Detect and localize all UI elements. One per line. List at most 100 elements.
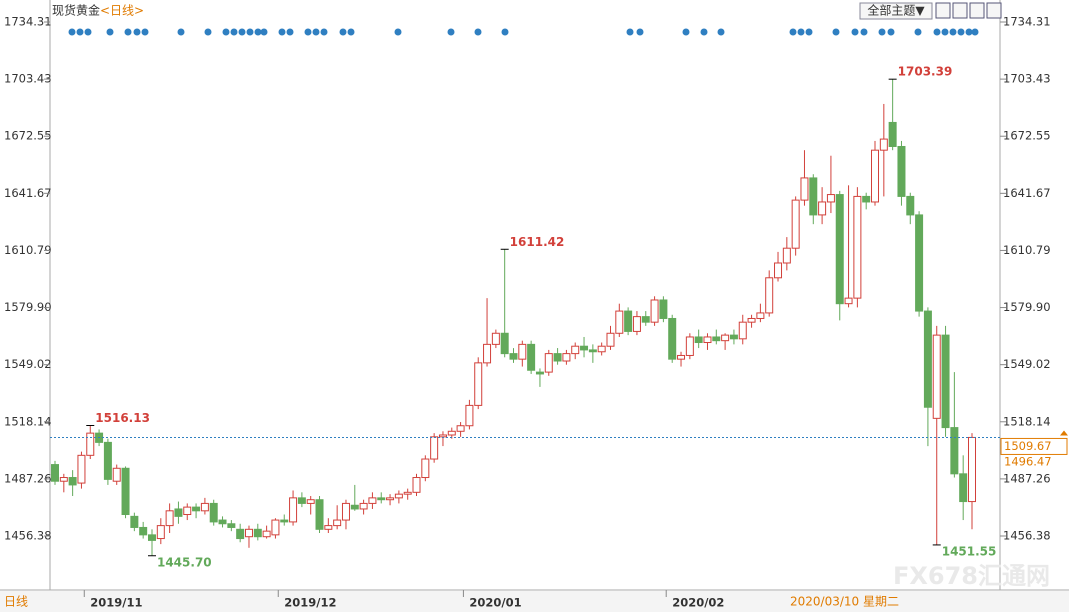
tool-button[interactable] xyxy=(952,2,968,19)
candle-body xyxy=(147,534,156,541)
candle-body xyxy=(862,195,871,203)
event-marker xyxy=(106,28,114,36)
candle-body xyxy=(500,332,509,355)
candle-body xyxy=(756,312,765,319)
extreme-label: 1451.55 xyxy=(942,544,997,558)
event-marker xyxy=(805,28,813,36)
event-marker xyxy=(878,28,886,36)
candle-body xyxy=(271,519,280,536)
candle-body xyxy=(818,201,827,216)
candle-body xyxy=(703,336,712,344)
event-marker xyxy=(971,28,979,36)
event-marker xyxy=(246,28,254,36)
candle-body xyxy=(826,194,835,203)
x-tick-label: 2019/11 xyxy=(90,596,142,610)
candle-body xyxy=(968,436,976,503)
candle-body xyxy=(932,334,941,419)
event-marker xyxy=(76,28,84,36)
period-tag[interactable]: <日线> xyxy=(100,4,144,18)
y-tick-label: 1487.26 xyxy=(4,471,52,485)
period-label: 日线 xyxy=(4,595,28,609)
candle-body xyxy=(791,199,800,249)
candle-body xyxy=(156,525,165,540)
y-tick-label-right: 1610.79 xyxy=(1003,243,1051,257)
second-price-label: 1496.47 xyxy=(1004,454,1052,468)
y-tick-label: 1672.55 xyxy=(4,129,52,143)
time-bar xyxy=(0,591,1069,612)
event-marker xyxy=(933,28,941,36)
event-marker xyxy=(789,28,797,36)
y-tick-label-right: 1672.55 xyxy=(1003,129,1051,143)
y-tick-label: 1703.43 xyxy=(4,72,52,86)
extreme-label: 1703.39 xyxy=(898,65,953,79)
tool-button[interactable] xyxy=(969,2,985,19)
candle-body xyxy=(77,454,86,484)
candle-body xyxy=(456,425,465,432)
candle-body xyxy=(677,354,686,360)
event-marker xyxy=(957,28,965,36)
candle-body xyxy=(853,195,862,299)
candle-body xyxy=(844,297,853,305)
event-marker xyxy=(238,28,246,36)
event-marker xyxy=(851,28,859,36)
event-marker xyxy=(914,28,922,36)
event-marker xyxy=(949,28,957,36)
event-marker xyxy=(286,28,294,36)
y-tick-label: 1579.90 xyxy=(4,300,52,314)
event-marker xyxy=(133,28,141,36)
toolbar-icons xyxy=(935,2,1002,19)
y-tick-label: 1456.38 xyxy=(4,529,52,543)
tool-button[interactable] xyxy=(986,2,1002,19)
candle-body xyxy=(297,497,306,504)
candle-body xyxy=(685,336,694,356)
x-tick-label: 2020/02 xyxy=(672,596,724,610)
y-tick-label-right: 1579.90 xyxy=(1003,300,1051,314)
candle-body xyxy=(200,502,209,512)
candle-body xyxy=(518,343,527,360)
event-marker xyxy=(717,28,725,36)
candle-body xyxy=(209,502,218,523)
watermark: FX678汇通网 xyxy=(893,562,1050,590)
y-tick-label-right: 1456.38 xyxy=(1003,529,1051,543)
menu-button[interactable] xyxy=(859,2,933,20)
candle-body xyxy=(694,336,703,344)
candle-body xyxy=(615,310,624,334)
candle-body xyxy=(412,477,421,493)
last-price-label: 1509.67 xyxy=(1004,439,1052,453)
candle-body xyxy=(535,371,544,375)
candle-body xyxy=(650,299,659,323)
candle-body xyxy=(906,195,915,216)
menu-label[interactable]: 全部主题▼ xyxy=(867,3,925,18)
event-marker xyxy=(941,28,949,36)
event-marker xyxy=(447,28,455,36)
candle-body xyxy=(368,497,377,504)
y-tick-label: 1734.31 xyxy=(4,15,52,29)
extreme-label: 1611.42 xyxy=(510,235,565,249)
event-marker xyxy=(124,28,132,36)
candle-body xyxy=(588,349,597,353)
candle-body xyxy=(871,149,880,203)
y-tick-label-right: 1549.02 xyxy=(1003,357,1051,371)
candle-body xyxy=(562,353,571,362)
event-marker xyxy=(860,28,868,36)
tool-button[interactable] xyxy=(935,2,951,19)
candle-body xyxy=(183,506,192,516)
candle-body xyxy=(544,353,553,373)
y-tick-label: 1549.02 xyxy=(4,357,52,371)
candle-body xyxy=(879,138,888,151)
candle-body xyxy=(121,467,130,516)
candle-body xyxy=(51,464,59,482)
y-tick-label: 1610.79 xyxy=(4,243,52,257)
candle-body xyxy=(174,508,183,517)
candle-body xyxy=(597,345,606,353)
candle-body xyxy=(923,310,932,408)
candle-body xyxy=(86,432,95,456)
event-marker xyxy=(832,28,840,36)
candle-body xyxy=(341,502,350,521)
candle-body xyxy=(244,528,253,538)
event-marker xyxy=(254,28,262,36)
event-marker xyxy=(474,28,482,36)
candle-body xyxy=(580,345,589,351)
candle-body xyxy=(438,434,447,438)
candle-body xyxy=(227,523,236,528)
